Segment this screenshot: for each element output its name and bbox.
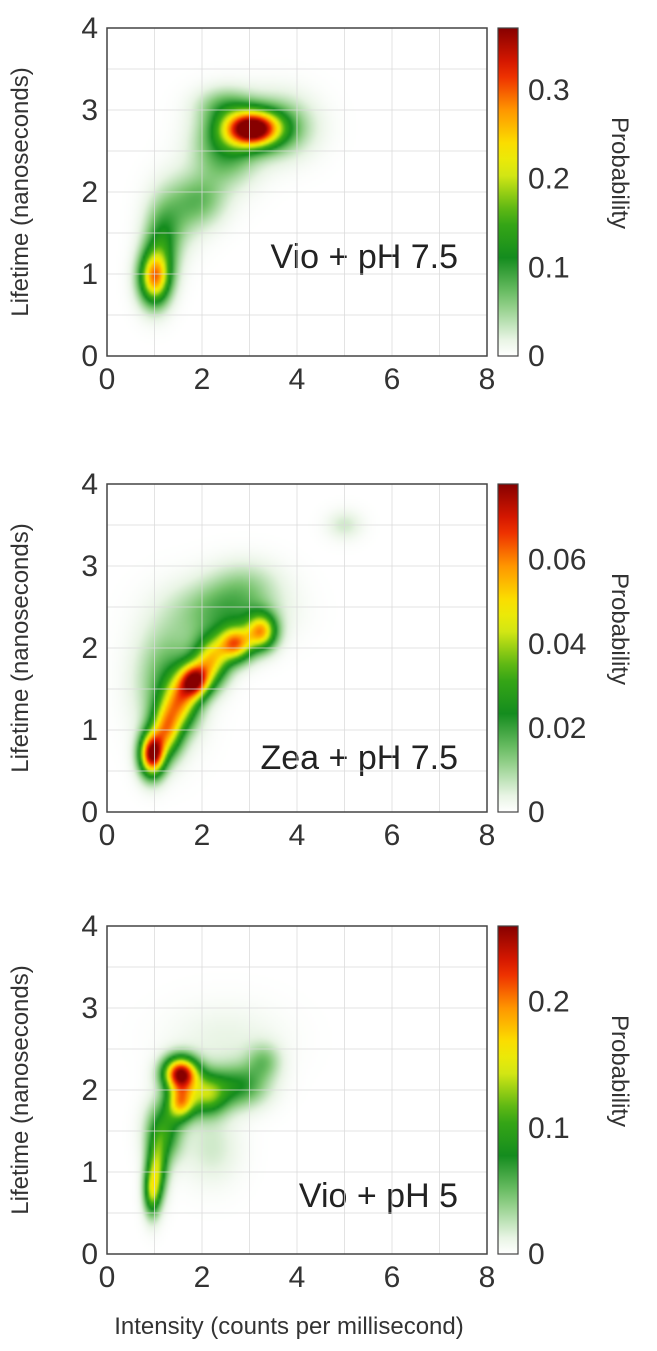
x-tick-label: 6 bbox=[384, 819, 401, 852]
x-tick-label: 0 bbox=[99, 1261, 116, 1294]
y-tick-label: 1 bbox=[81, 1156, 98, 1189]
x-tick-label: 2 bbox=[194, 819, 211, 852]
colorbar-tick-label: 0.04 bbox=[528, 628, 586, 661]
y-axis-label: Lifetime (nanoseconds) bbox=[7, 523, 34, 772]
y-tick-label: 4 bbox=[81, 910, 98, 943]
colorbar bbox=[497, 925, 519, 1255]
colorbar bbox=[497, 27, 519, 357]
colorbar-tick-label: 0.1 bbox=[528, 1112, 570, 1145]
y-axis-label: Lifetime (nanoseconds) bbox=[7, 965, 34, 1214]
y-tick-label: 4 bbox=[81, 468, 98, 501]
colorbar-tick-label: 0.2 bbox=[528, 163, 570, 196]
colorbar-label: Probability bbox=[606, 573, 633, 685]
grid bbox=[107, 926, 487, 1254]
y-tick-label: 3 bbox=[81, 550, 98, 583]
plot-frame bbox=[106, 483, 488, 813]
y-tick-label: 2 bbox=[81, 632, 98, 665]
grid bbox=[107, 484, 487, 812]
panel-annotation: Vio + pH 5 bbox=[299, 1177, 458, 1215]
colorbar-label: Probability bbox=[606, 117, 633, 229]
colorbar-tick-label: 0.06 bbox=[528, 544, 586, 577]
y-tick-label: 2 bbox=[81, 176, 98, 209]
x-tick-label: 0 bbox=[99, 363, 116, 396]
x-tick-label: 2 bbox=[194, 363, 211, 396]
x-axis-label: Intensity (counts per millisecond) bbox=[114, 1313, 463, 1340]
heatmap-panel-vio-ph-7-5: Vio + pH 7.5 Lifetime (nanoseconds) Prob… bbox=[7, 12, 633, 396]
x-tick-label: 8 bbox=[479, 363, 496, 396]
y-tick-label: 0 bbox=[81, 1238, 98, 1271]
panel-annotation: Vio + pH 7.5 bbox=[271, 238, 458, 276]
y-tick-label: 0 bbox=[81, 796, 98, 829]
plot-frame bbox=[106, 925, 488, 1255]
x-tick-label: 8 bbox=[479, 819, 496, 852]
colorbar-tick-label: 0 bbox=[528, 796, 545, 829]
colorbar-tick-label: 0.3 bbox=[528, 74, 570, 107]
colorbar-tick-label: 0.02 bbox=[528, 712, 586, 745]
colorbar-label: Probability bbox=[606, 1015, 633, 1127]
heatmap-panel-zea-ph-7-5: Zea + pH 7.5 Lifetime (nanoseconds) Prob… bbox=[7, 468, 633, 852]
x-tick-label: 4 bbox=[289, 819, 306, 852]
x-tick-label: 4 bbox=[289, 1261, 306, 1294]
colorbar-tick-label: 0 bbox=[528, 340, 545, 373]
y-tick-label: 3 bbox=[81, 992, 98, 1025]
y-tick-label: 2 bbox=[81, 1074, 98, 1107]
x-tick-label: 4 bbox=[289, 363, 306, 396]
x-tick-label: 6 bbox=[384, 1261, 401, 1294]
x-tick-label: 2 bbox=[194, 1261, 211, 1294]
x-tick-label: 6 bbox=[384, 363, 401, 396]
colorbar-tick-label: 0.2 bbox=[528, 986, 570, 1019]
y-tick-label: 4 bbox=[81, 12, 98, 45]
colorbar bbox=[497, 483, 519, 813]
y-tick-label: 1 bbox=[81, 258, 98, 291]
y-tick-label: 0 bbox=[81, 340, 98, 373]
grid bbox=[107, 28, 487, 356]
heatmap-panel-vio-ph-5: Vio + pH 5 Lifetime (nanoseconds) Probab… bbox=[7, 910, 633, 1340]
colorbar-tick-label: 0 bbox=[528, 1238, 545, 1271]
y-tick-label: 1 bbox=[81, 714, 98, 747]
colorbar-tick-label: 0.1 bbox=[528, 251, 570, 284]
plot-frame bbox=[106, 27, 488, 357]
y-axis-label: Lifetime (nanoseconds) bbox=[7, 67, 34, 316]
y-tick-label: 3 bbox=[81, 94, 98, 127]
x-tick-label: 8 bbox=[479, 1261, 496, 1294]
x-tick-label: 0 bbox=[99, 819, 116, 852]
